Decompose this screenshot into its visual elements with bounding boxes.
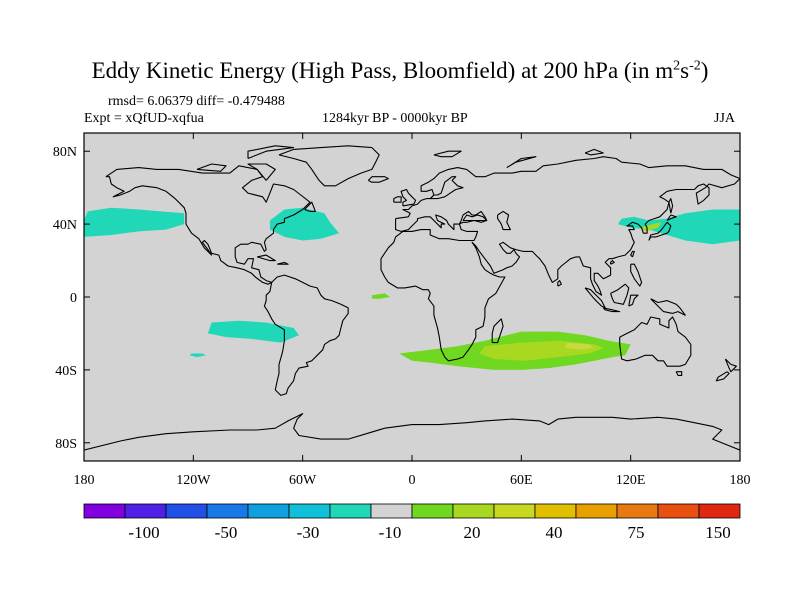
period-label: 1284kyr BP - 0000kyr BP — [322, 111, 468, 126]
victoria-island-coast — [196, 163, 227, 172]
severnaya-zemlya-coast — [584, 148, 604, 156]
colorbar-label-4: 20 — [464, 523, 481, 542]
colorbar-swatch-8 — [411, 503, 454, 519]
britain-coast — [400, 188, 417, 207]
antarctica-coast — [84, 413, 740, 451]
colorbar-swatch-4 — [247, 503, 290, 519]
colorbar: -100 -50 -30 -10 20 40 75 150 — [83, 503, 741, 542]
anomaly-regions — [84, 207, 740, 370]
title-sup-1: 2 — [673, 58, 681, 74]
colorbar-swatch-9 — [452, 503, 495, 519]
cuba-coast — [256, 254, 276, 262]
y-tick-label-2: 0 — [70, 291, 77, 306]
south-america-coast — [263, 274, 349, 396]
north-america-coast — [105, 165, 311, 285]
north-atlantic-anomaly — [269, 207, 340, 241]
japan-sea-anomaly — [639, 222, 662, 232]
y-tick-label-4: 80S — [55, 437, 77, 452]
north-pacific-east-anomaly — [84, 207, 185, 237]
ellesmere-coast — [247, 145, 295, 160]
ireland-coast — [393, 196, 402, 203]
x-tick-label-5: 120E — [616, 473, 646, 488]
equatorial-atlantic-anomaly — [371, 293, 391, 299]
y-tick-label-1: 40N — [53, 218, 77, 233]
x-tick-label-1: 120W — [176, 473, 211, 488]
title-text: Eddy Kinetic Energy (High Pass, Bloomfie… — [91, 58, 674, 83]
title-sup-2: -2 — [689, 58, 701, 74]
colorbar-swatch-2 — [165, 503, 208, 519]
title-close: ) — [700, 58, 709, 83]
colorbar-swatch-14 — [657, 503, 700, 519]
expt-label: Expt = xQfUD-xqfua — [84, 111, 204, 126]
colorbar-swatch-11 — [534, 503, 577, 519]
black-sea-inner — [462, 214, 488, 222]
australia-coast — [619, 316, 692, 367]
colorbar-swatch-5 — [288, 503, 331, 519]
svalbard-coast — [433, 150, 462, 158]
hispaniola-coast — [277, 261, 289, 265]
taiwan-coast — [630, 250, 635, 258]
colorbar-swatch-6 — [329, 503, 372, 519]
hokkaido-coast — [666, 214, 677, 221]
colorbar-swatch-13 — [616, 503, 659, 519]
map-background — [84, 133, 740, 461]
iceland-coast — [367, 176, 389, 183]
rmsd-diff-label: rmsd= 6.06379 diff= -0.479488 — [108, 94, 285, 109]
eurasia-coast — [380, 156, 740, 362]
colorbar-swatch-10 — [493, 503, 536, 519]
new-zealand-coast — [724, 358, 737, 373]
borneo-coast — [610, 283, 630, 305]
south-pacific-small-anomaly — [189, 353, 207, 358]
chart-title: Eddy Kinetic Energy (High Pass, Bloomfie… — [0, 58, 800, 84]
sakhalin-coast — [668, 198, 674, 214]
novaya-zemlya-coast — [506, 156, 537, 169]
colorbar-label-1: -50 — [215, 523, 238, 542]
x-tick-label-6: 180 — [730, 473, 751, 488]
colorbar-label-3: -10 — [379, 523, 402, 542]
newfoundland-coast — [304, 201, 316, 212]
colorbar-swatch-3 — [206, 503, 249, 519]
colorbar-label-5: 40 — [546, 523, 563, 542]
x-tick-label-3: 0 — [409, 473, 416, 488]
baltic-coast — [429, 176, 464, 200]
colorbar-label-0: -100 — [128, 523, 159, 542]
new-guinea-coast — [650, 298, 686, 316]
new-zealand-south-coast — [715, 371, 730, 382]
y-tick-label-0: 80N — [53, 145, 77, 160]
y-tick-label-3: 40S — [55, 364, 77, 379]
madagascar-coast — [491, 318, 504, 344]
south-pacific-anomaly — [207, 320, 299, 343]
tasmania-coast — [675, 371, 683, 376]
colorbar-label-7: 150 — [705, 523, 731, 542]
y-axis: 80N 40N 0 40S 80S — [53, 145, 740, 452]
hainan-coast — [610, 260, 615, 265]
colorbar-swatch-7 — [370, 503, 413, 519]
colorbar-label-2: -30 — [297, 523, 320, 542]
coastlines — [84, 145, 740, 451]
x-tick-label-4: 60E — [510, 473, 533, 488]
sulawesi-coast — [628, 294, 639, 307]
colorbar-label-6: 75 — [628, 523, 645, 542]
greenland-coast — [278, 145, 380, 187]
x-axis: 180 120W 60W 0 60E 120E 180 — [74, 133, 751, 488]
x-tick-label-0: 180 — [74, 473, 95, 488]
colorbar-swatch-0 — [83, 503, 126, 519]
caspian-coast — [497, 210, 511, 231]
baffin-coast — [247, 163, 276, 181]
north-pacific-west-anomaly — [617, 209, 740, 245]
colorbar-swatch-12 — [575, 503, 618, 519]
sri-lanka-coast — [557, 280, 562, 287]
south-indian-core-anomaly — [565, 342, 595, 350]
japan-coast — [648, 221, 672, 241]
colorbar-swatch-1 — [124, 503, 167, 519]
season-label: JJA — [714, 111, 736, 126]
colorbar-swatch-15 — [698, 503, 741, 519]
java-coast — [602, 307, 621, 313]
title-mid: s — [680, 58, 690, 83]
x-tick-label-2: 60W — [289, 473, 317, 488]
philippines-coast — [630, 263, 643, 287]
